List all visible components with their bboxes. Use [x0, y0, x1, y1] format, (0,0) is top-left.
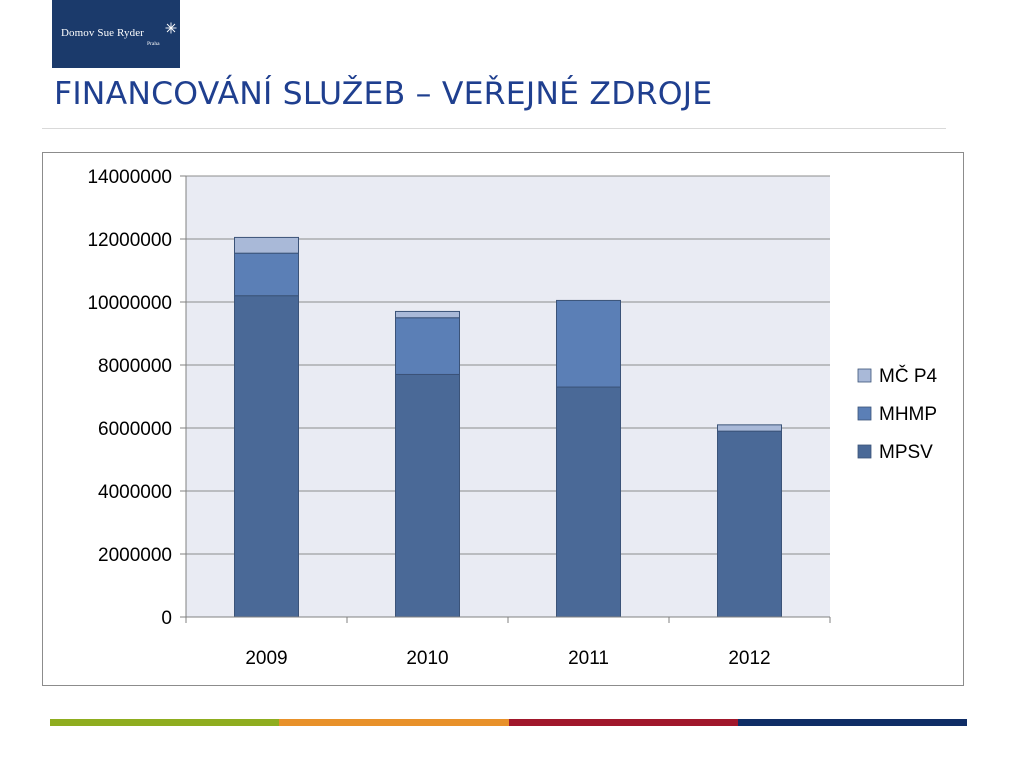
- star-icon: [165, 22, 177, 34]
- logo-text: Domov Sue Ryder: [61, 27, 144, 39]
- y-tick-label: 0: [161, 608, 172, 629]
- bar-segment-mpsv-2010: [395, 373, 460, 618]
- x-tick-label: 2011: [568, 648, 609, 669]
- x-tick-label: 2012: [728, 648, 770, 669]
- legend-label: MPSV: [879, 442, 933, 463]
- logo-subtext: Praha: [147, 41, 160, 47]
- bar-segment-mpsv-2012: [717, 430, 782, 618]
- stacked-bar-chart: 0 2000000 4000000 6000000 8000000 10000000 120…: [87, 167, 938, 669]
- bar-segment-m-p4-2009: [234, 236, 299, 254]
- y-tick-labels: 0 2000000 4000000 6000000 8000000 10000000 120…: [87, 167, 186, 629]
- y-tick-label: 2000000: [98, 545, 172, 566]
- y-tick-label: 8000000: [98, 356, 172, 377]
- bar-segment-mhmp-2011: [556, 299, 621, 388]
- bar-segment-m-p4-2010: [395, 310, 460, 319]
- y-tick-label: 6000000: [98, 419, 172, 440]
- y-tick-label: 10000000: [87, 293, 172, 314]
- legend-label: MHMP: [879, 404, 937, 425]
- y-tick-label: 4000000: [98, 482, 172, 503]
- chart-frame: 0 2000000 4000000 6000000 8000000 10000000 120…: [42, 152, 964, 686]
- footer-stripe-navy: [738, 719, 967, 726]
- y-tick-label: 12000000: [87, 230, 172, 251]
- footer-stripe-red: [509, 719, 738, 726]
- legend-swatch: [857, 444, 872, 459]
- x-tick-label: 2010: [406, 648, 448, 669]
- bar-segment-mpsv-2011: [556, 386, 621, 618]
- legend-swatch: [857, 368, 872, 383]
- logo: Domov Sue Ryder Praha: [52, 0, 180, 68]
- x-tick-label: 2009: [245, 648, 287, 669]
- footer-stripe-green: [50, 719, 279, 726]
- bar-segment-mpsv-2009: [234, 295, 299, 618]
- legend: MČ P4 MHMP MPSV: [857, 365, 938, 463]
- legend-label: MČ P4: [879, 365, 938, 387]
- bar-segment-mhmp-2010: [395, 317, 460, 375]
- title-divider: [42, 128, 946, 129]
- legend-swatch: [857, 406, 872, 421]
- bars: [234, 236, 782, 618]
- x-tick-labels: 2009 2010 2011 2012: [185, 617, 831, 669]
- y-tick-label: 14000000: [87, 167, 172, 188]
- bar-segment-m-p4-2012: [717, 424, 782, 432]
- bar-segment-mhmp-2009: [234, 252, 299, 297]
- page-title: FINANCOVÁNÍ SLUŽEB – VEŘEJNÉ ZDROJE: [54, 76, 713, 112]
- footer-stripe-orange: [279, 719, 509, 726]
